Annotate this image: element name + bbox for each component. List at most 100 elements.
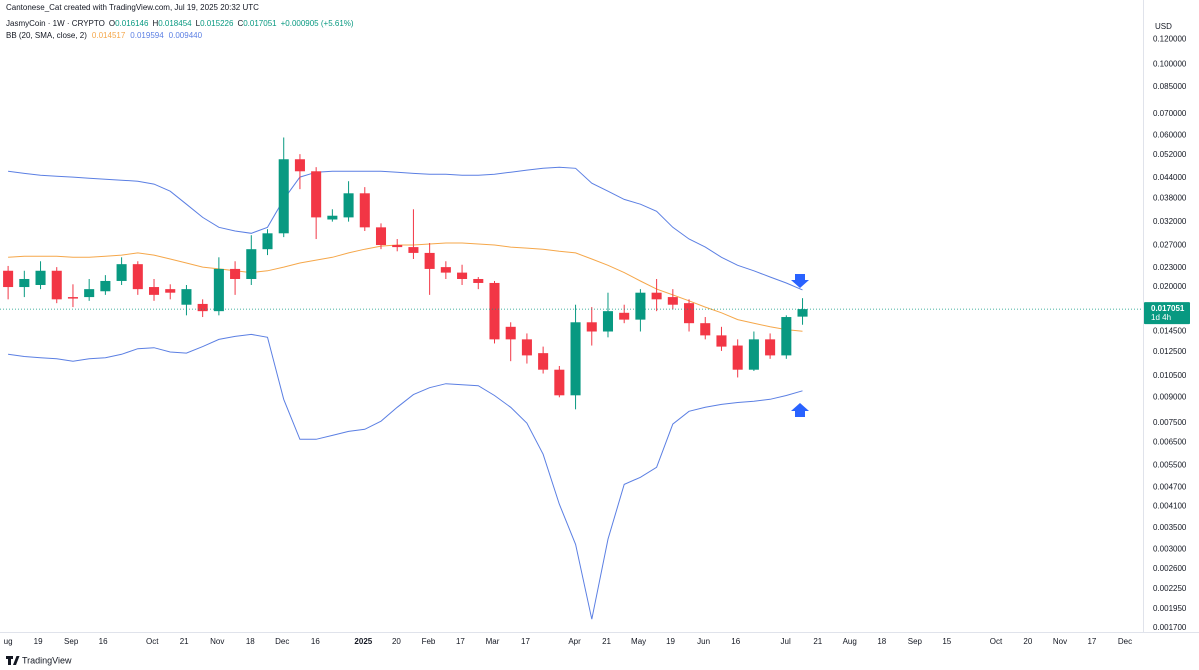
- candle-body: [116, 264, 127, 281]
- y-tick-label: 0.007500: [1153, 418, 1187, 427]
- y-tick-label: 0.004100: [1153, 501, 1187, 510]
- legend-title: JasmyCoin · 1W · CRYPTO: [6, 19, 105, 28]
- y-tick-label: 0.002250: [1153, 584, 1187, 593]
- y-tick-label: 0.005500: [1153, 461, 1187, 470]
- candle-body: [392, 245, 403, 248]
- candle-body: [765, 339, 776, 356]
- x-tick-label: Aug: [843, 637, 857, 646]
- candle-body: [586, 322, 597, 332]
- ohlc-key: L: [196, 19, 201, 28]
- candle-body: [294, 159, 305, 172]
- candle-body: [716, 335, 727, 347]
- candle-body: [684, 303, 695, 324]
- y-tick-label: 0.052000: [1153, 150, 1187, 159]
- candle-body: [619, 312, 630, 320]
- band-basis: [8, 242, 803, 332]
- band-lower: [8, 333, 803, 620]
- x-tick-label: May: [631, 637, 646, 646]
- ohlc-value: 0.017051: [243, 19, 277, 28]
- x-tick-label: 16: [311, 637, 320, 646]
- ohlc-value: 0.016146: [115, 19, 149, 28]
- candle-body: [440, 267, 451, 273]
- x-tick-label: Sep: [64, 637, 79, 646]
- x-tick-label: Dec: [1118, 637, 1132, 646]
- y-tick-label: 0.044000: [1153, 173, 1187, 182]
- y-tick-label: 0.004700: [1153, 482, 1187, 491]
- candle-body: [457, 272, 468, 279]
- candle-body: [148, 287, 160, 295]
- candle-body: [748, 339, 759, 370]
- ohlc-key: H: [152, 19, 158, 28]
- price-tag-value: 0.017051: [1151, 304, 1185, 313]
- candle-body: [375, 227, 387, 246]
- x-tick-label: 17: [1087, 637, 1096, 646]
- x-tick-label: 21: [602, 637, 611, 646]
- y-tick-label: 0.038000: [1153, 193, 1187, 202]
- candle-body: [359, 193, 370, 228]
- y-tick-label: 0.120000: [1153, 34, 1187, 43]
- candle-body: [781, 317, 792, 356]
- price-tag: [1144, 302, 1190, 325]
- y-tick-label: 0.014500: [1153, 327, 1187, 336]
- x-tick-label: 16: [731, 637, 740, 646]
- indicator-row: BB (20, SMA, close, 2) 0.014517 0.019594 0.…: [6, 31, 203, 40]
- candle-body: [651, 292, 662, 300]
- candle-body: [602, 311, 614, 332]
- price-tag-countdown: 1d 4h: [1151, 313, 1171, 322]
- x-tick-label: 20: [392, 637, 401, 646]
- y-tick-label: 0.006500: [1153, 438, 1187, 447]
- candle-body: [635, 292, 646, 320]
- candle-body: [554, 369, 565, 396]
- candle-body: [505, 326, 516, 340]
- x-tick-label: 2025: [354, 637, 372, 646]
- footer-logo: TradingView: [6, 655, 72, 665]
- candle-body: [3, 270, 14, 288]
- ohlc-key: O: [109, 19, 115, 28]
- candle-body: [197, 303, 208, 312]
- x-tick-label: 17: [456, 637, 465, 646]
- arrow-up: [791, 403, 809, 417]
- x-tick-label: 21: [180, 637, 189, 646]
- legend-row: JasmyCoin · 1W · CRYPTO O0.016146 H0.01845…: [6, 19, 354, 28]
- candle-body: [521, 339, 532, 356]
- candle-body: [343, 193, 354, 218]
- candle-body: [246, 249, 257, 279]
- x-tick-label: Oct: [990, 637, 1003, 646]
- x-tick-label: 19: [666, 637, 675, 646]
- x-tick-label: 21: [813, 637, 822, 646]
- x-tick-label: 18: [877, 637, 886, 646]
- indicator-value: 0.014517: [92, 31, 126, 40]
- y-tick-label: 0.003000: [1153, 544, 1187, 553]
- ohlc-value: 0.018454: [158, 19, 192, 28]
- x-tick-label: Oct: [146, 637, 159, 646]
- candle-body: [165, 289, 176, 293]
- x-tick-label: 20: [1023, 637, 1032, 646]
- arrow-down: [791, 274, 809, 288]
- y-tick-label: 0.003500: [1153, 523, 1187, 532]
- y-tick-label: 0.085000: [1153, 82, 1187, 91]
- x-tick-label: Jul: [781, 637, 791, 646]
- x-tick-label: 15: [942, 637, 951, 646]
- candle-body: [667, 297, 678, 305]
- ohlc-value: 0.015226: [200, 19, 234, 28]
- y-tick-label: 0.012500: [1153, 347, 1187, 356]
- candle-body: [181, 289, 192, 305]
- currency: USD: [1155, 22, 1172, 31]
- candle-body: [100, 280, 111, 292]
- candle-body: [51, 270, 62, 300]
- candle-body: [327, 215, 338, 220]
- candle-body: [408, 247, 419, 253]
- candle-body: [35, 270, 46, 285]
- y-tick-label: 0.010500: [1153, 371, 1187, 380]
- logo-icon: [6, 656, 20, 665]
- x-tick-label: 18: [246, 637, 255, 646]
- candle-body: [84, 289, 95, 298]
- x-tick-label: Sep: [908, 637, 923, 646]
- candle-body: [213, 268, 224, 312]
- candle-body: [424, 252, 435, 269]
- x-tick-label: Nov: [1053, 637, 1067, 646]
- indicator-name: BB (20, SMA, close, 2): [6, 31, 87, 40]
